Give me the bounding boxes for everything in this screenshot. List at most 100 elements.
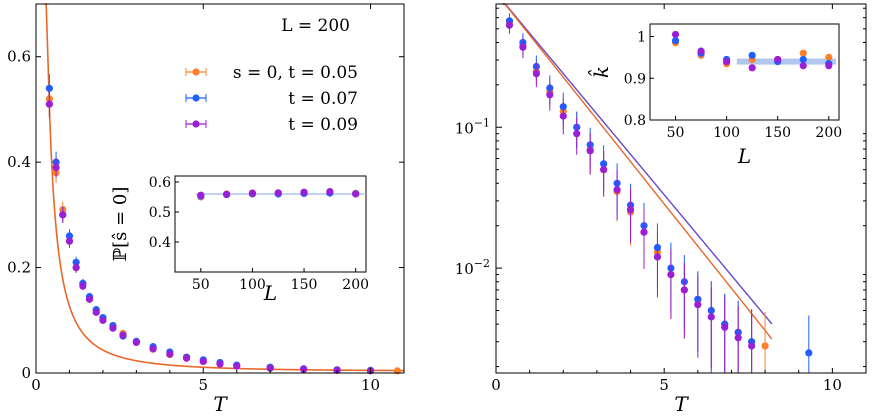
tick-exponent: −2: [474, 257, 490, 270]
data-point: [532, 70, 540, 78]
inset-x-tick-label: 150: [291, 277, 318, 293]
data-point: [199, 357, 207, 366]
fit-line: [502, 3, 773, 325]
data-point: [85, 295, 94, 303]
data-point: [805, 349, 813, 357]
data-point: [546, 91, 554, 99]
data-point: [149, 345, 157, 353]
data-point: [519, 43, 527, 51]
y-tick-label: 10−2: [455, 257, 490, 278]
inset-point: [223, 190, 231, 198]
inset-point: [300, 188, 308, 196]
inset-y-tick-label: 1: [637, 30, 646, 46]
inset-point: [825, 53, 833, 61]
annotation-label: L = 200: [281, 16, 350, 36]
inset-x-tick-label: 100: [713, 125, 740, 141]
inset-point: [352, 190, 360, 198]
data-point: [45, 84, 53, 92]
data-point: [586, 147, 594, 155]
fit-curve: [44, 3, 405, 372]
legend-label: t = 0.07: [288, 89, 358, 109]
data-point: [266, 364, 274, 372]
inset-point: [326, 188, 334, 196]
inset-x-tick-label: 50: [192, 277, 210, 293]
inset-x-axis-title: L: [263, 281, 277, 305]
data-point: [505, 21, 514, 29]
inset-point: [671, 37, 680, 45]
inset-point: [799, 49, 807, 57]
inset-x-axis-title: L: [737, 144, 751, 168]
data-point: [721, 323, 729, 331]
data-point: [694, 301, 702, 309]
inset-x-tick-label: 200: [815, 125, 842, 141]
fit-line: [502, 3, 773, 340]
data-point: [92, 308, 100, 316]
data-point: [667, 270, 675, 279]
inset-point: [774, 55, 782, 64]
inset-point: [748, 51, 756, 59]
inset-point: [723, 57, 731, 66]
data-point: [99, 316, 107, 324]
x-tick-label: 0: [31, 376, 41, 394]
inset-right: 50 100 150 200 0.8 0.9 1 Lk̂: [587, 23, 842, 168]
legend-marker: [192, 68, 200, 76]
inset-frame: [649, 23, 840, 121]
x-tick-label: 10: [361, 376, 380, 394]
data-point: [640, 228, 648, 236]
tick-base: 10: [455, 119, 474, 137]
data-point: [182, 354, 191, 362]
data-point: [559, 112, 567, 120]
data-point: [734, 334, 742, 342]
legend-label: t = 0.09: [288, 115, 358, 135]
data-point: [65, 237, 74, 245]
data-point: [216, 360, 224, 368]
x-axis-title: T: [674, 392, 689, 416]
x-tick-label: 5: [659, 376, 669, 394]
inset-frame: [174, 175, 367, 273]
data-point: [707, 313, 715, 321]
inset-y-tick-label: 0.6: [149, 175, 171, 191]
plot-frame: [495, 3, 867, 374]
inset-y-axis-title: ℙ[ŝ = 0]: [110, 187, 131, 262]
inset-point: [248, 189, 257, 197]
inset-y-tick-label: 0.9: [624, 71, 646, 87]
inset-x-tick-label: 100: [239, 277, 266, 293]
data-point: [59, 211, 67, 219]
tick-exponent: −1: [474, 116, 490, 129]
data-point: [52, 163, 60, 172]
inset-y-axis-title: k̂: [587, 66, 613, 78]
inset-point: [197, 191, 205, 199]
data-point: [72, 263, 80, 272]
inset-point: [748, 64, 756, 72]
data-point: [748, 342, 756, 350]
data-point: [653, 253, 662, 261]
inset-band: [736, 58, 836, 65]
inset-point: [274, 189, 282, 197]
y-tick-label: 0.6: [7, 48, 31, 66]
inset-point: [697, 47, 705, 55]
data-point: [166, 350, 174, 358]
x-axis-title: T: [213, 392, 228, 416]
inset-point: [799, 62, 807, 70]
y-tick-label: 0.2: [7, 259, 31, 277]
x-tick-label: 10: [823, 376, 842, 394]
y-tick-label: 10−1: [455, 116, 490, 137]
data-point: [132, 338, 140, 347]
data-point: [45, 100, 53, 108]
data-point: [613, 186, 621, 194]
data-point: [109, 324, 117, 332]
inset-x-tick-label: 150: [764, 125, 791, 141]
inset-point: [671, 30, 680, 39]
inset-left: 50 100 150 200 0.4 0.5 0.6 L ℙ[ŝ = 0]: [110, 175, 369, 305]
data-point: [573, 130, 581, 138]
y-tick-label: 0: [21, 364, 31, 382]
data-point: [600, 166, 608, 174]
data-point: [680, 286, 688, 294]
inset-x-tick-label: 200: [342, 277, 369, 293]
data-point: [119, 331, 127, 339]
legend-marker: [192, 94, 200, 102]
x-tick-label: 5: [198, 376, 208, 394]
